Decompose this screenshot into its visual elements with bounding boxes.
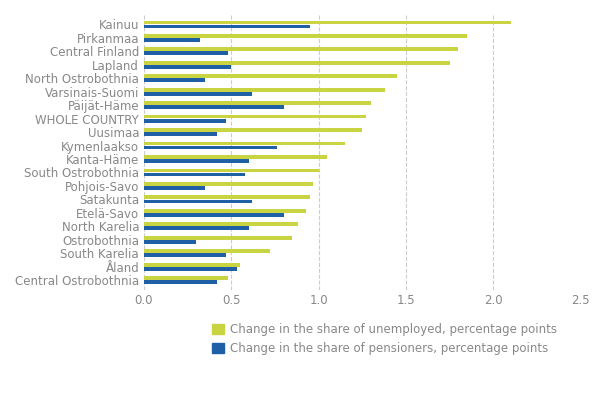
Legend: Change in the share of unemployed, percentage points, Change in the share of pen: Change in the share of unemployed, perce…: [212, 323, 557, 355]
Bar: [144, 128, 362, 132]
Bar: [144, 146, 276, 149]
Bar: [144, 65, 231, 69]
Bar: [144, 119, 226, 123]
Bar: [144, 92, 252, 96]
Bar: [144, 34, 467, 38]
Bar: [144, 74, 397, 78]
Bar: [144, 61, 450, 64]
Bar: [144, 173, 245, 176]
Bar: [144, 223, 298, 226]
Bar: [144, 280, 217, 284]
Bar: [144, 182, 313, 186]
Bar: [144, 52, 228, 55]
Bar: [144, 159, 249, 163]
Bar: [144, 142, 345, 146]
Bar: [144, 196, 310, 199]
Bar: [144, 253, 226, 257]
Bar: [144, 267, 237, 270]
Bar: [144, 25, 310, 28]
Bar: [144, 38, 200, 42]
Bar: [144, 20, 511, 24]
Bar: [144, 226, 249, 230]
Bar: [144, 155, 327, 159]
Bar: [144, 105, 284, 109]
Bar: [144, 186, 205, 190]
Bar: [144, 209, 307, 213]
Bar: [144, 101, 371, 105]
Bar: [144, 263, 240, 267]
Bar: [144, 132, 217, 136]
Bar: [144, 240, 197, 244]
Bar: [144, 47, 459, 51]
Bar: [144, 249, 270, 253]
Bar: [144, 168, 319, 172]
Bar: [144, 276, 228, 280]
Bar: [144, 213, 284, 217]
Bar: [144, 115, 366, 119]
Bar: [144, 200, 252, 203]
Bar: [144, 236, 292, 240]
Bar: [144, 78, 205, 82]
Bar: [144, 88, 385, 92]
